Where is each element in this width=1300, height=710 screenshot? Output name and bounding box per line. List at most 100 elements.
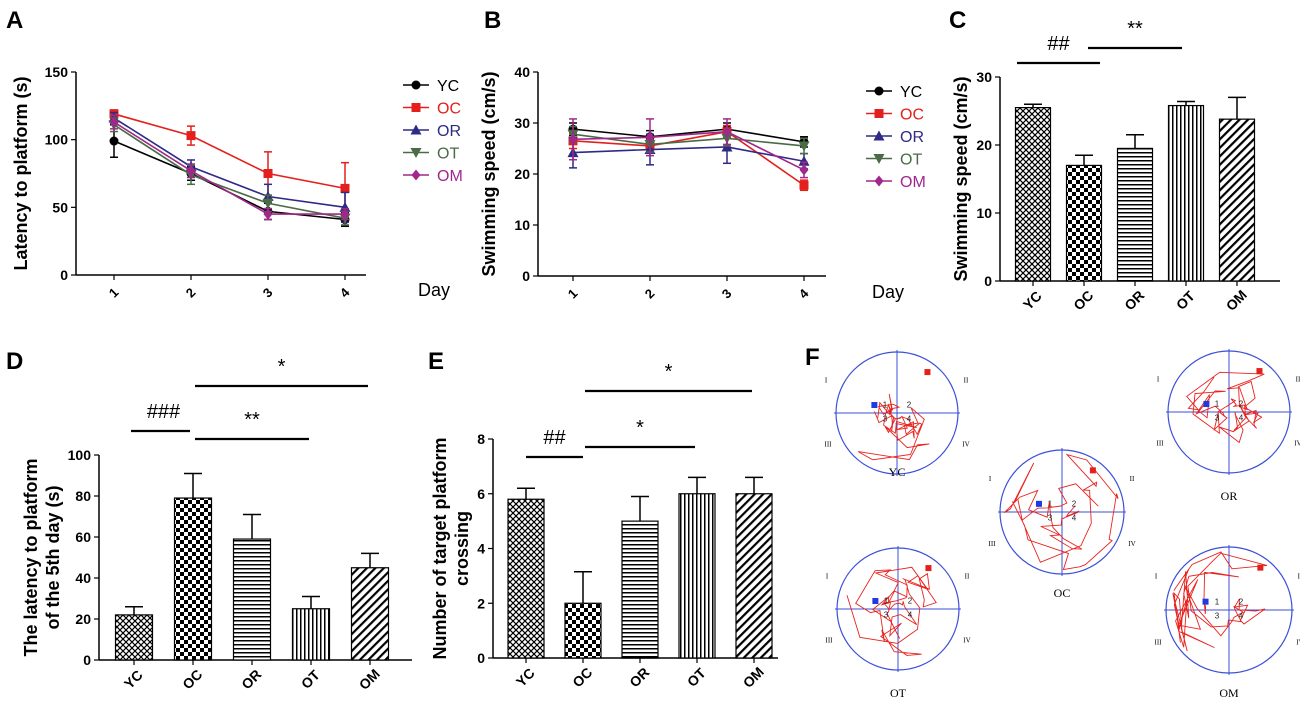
bar-om bbox=[735, 493, 773, 659]
swim-trajectory bbox=[1172, 551, 1268, 652]
x-tick-label-yc: YC bbox=[1020, 288, 1045, 313]
y-tick-label: 10 bbox=[976, 205, 992, 221]
bar-ot bbox=[678, 493, 716, 659]
data-point-om bbox=[568, 133, 578, 145]
y-axis-label: Swimming speed (cm/s) bbox=[951, 76, 971, 281]
y-tick-label: 0 bbox=[83, 652, 91, 668]
quadrant-label: II bbox=[1130, 475, 1135, 483]
platform-marker bbox=[925, 565, 932, 572]
y-tick-label: 6 bbox=[477, 486, 485, 502]
data-point-oc bbox=[263, 169, 273, 178]
series-line-om bbox=[572, 130, 805, 171]
y-axis-label: Number of target platform bbox=[430, 437, 450, 659]
y-tick-label: 150 bbox=[45, 64, 69, 80]
panel-letter-d: D bbox=[6, 348, 23, 375]
data-point-oc bbox=[799, 180, 809, 190]
x-tick-label-ot: OT bbox=[298, 666, 323, 691]
legend-marker bbox=[873, 154, 885, 164]
quadrant-label: II bbox=[1298, 573, 1300, 581]
significance-mark: ### bbox=[147, 401, 181, 423]
data-point-om bbox=[645, 131, 655, 143]
quadrant-label: I bbox=[989, 475, 992, 483]
panel-letter-a: A bbox=[6, 7, 23, 34]
significance-mark: * bbox=[278, 356, 286, 378]
quadrant-number: 3 bbox=[884, 610, 889, 619]
quadrant-number: 2 bbox=[1239, 597, 1244, 606]
swim-path-label-or: OR bbox=[1221, 489, 1238, 503]
x-tick-label-or: OR bbox=[1121, 287, 1147, 313]
legend-label-yc: YC bbox=[437, 78, 459, 95]
x-tick-label: 2 bbox=[183, 285, 199, 301]
y-tick-label: 0 bbox=[984, 273, 992, 289]
start-marker bbox=[871, 402, 878, 409]
bar-yc bbox=[507, 498, 545, 659]
bar-ot bbox=[291, 608, 331, 661]
y-tick-label: 20 bbox=[75, 611, 91, 627]
swim-trajectory bbox=[1186, 371, 1265, 444]
panel-letter-b: B bbox=[484, 7, 501, 34]
bar-yc bbox=[114, 614, 154, 661]
legend-label-ot: OT bbox=[437, 146, 459, 163]
data-point-om bbox=[722, 126, 732, 138]
bar-oc bbox=[1065, 164, 1103, 282]
legend-marker bbox=[874, 86, 884, 96]
quadrant-label: III bbox=[825, 441, 833, 449]
quadrant-label: IV bbox=[962, 441, 969, 449]
y-tick-label: 100 bbox=[68, 447, 92, 463]
data-point-om bbox=[799, 164, 809, 176]
x-tick-label-om: OM bbox=[356, 666, 383, 693]
swim-path-label-oc: OC bbox=[1054, 586, 1071, 600]
data-point-oc bbox=[340, 183, 350, 193]
y-tick-label: 30 bbox=[514, 115, 530, 131]
legend-marker bbox=[873, 130, 885, 141]
x-tick-label-yc: YC bbox=[513, 665, 538, 690]
y-axis-label: Swimming speed (cm/s) bbox=[479, 71, 499, 276]
legend-label-oc: OC bbox=[437, 101, 461, 118]
significance-mark: ## bbox=[1047, 33, 1070, 55]
legend-marker bbox=[410, 124, 422, 135]
quadrant-label: III bbox=[1157, 440, 1165, 448]
quadrant-label: II bbox=[964, 377, 969, 385]
significance-mark: * bbox=[636, 417, 644, 439]
series-line-yc bbox=[572, 128, 805, 143]
quadrant-label: I bbox=[826, 573, 829, 581]
quadrant-number: 1 bbox=[1215, 597, 1220, 606]
panel-a-latency-line-chart: 0 50 100 150 1 2 3 4 Day Latency to platform (s) Y… bbox=[11, 64, 463, 301]
y-axis-label: The latency to platform bbox=[21, 458, 41, 656]
bar-oc bbox=[173, 497, 213, 661]
x-tick-label-oc: OC bbox=[1070, 287, 1096, 313]
x-tick-label-or: OR bbox=[238, 666, 264, 692]
data-point-or bbox=[798, 155, 810, 166]
x-tick-label-yc: YC bbox=[121, 667, 146, 692]
data-point-om bbox=[263, 208, 273, 220]
significance-mark: ** bbox=[244, 409, 260, 431]
quadrant-label: III bbox=[1155, 639, 1163, 647]
x-tick-label: 3 bbox=[719, 286, 735, 302]
platform-marker bbox=[1257, 564, 1264, 571]
bar-om bbox=[1218, 118, 1256, 282]
x-tick-label-ot: OT bbox=[1173, 287, 1198, 312]
significance-mark: * bbox=[665, 361, 673, 383]
quadrant-label: III bbox=[989, 540, 997, 548]
quadrant-number: 4 bbox=[1072, 513, 1077, 522]
y-axis-label: of the 5th day (s) bbox=[43, 485, 63, 629]
x-tick-label-or: OR bbox=[626, 664, 652, 690]
quadrant-number: 3 bbox=[1215, 611, 1220, 620]
legend-label-oc: OC bbox=[900, 107, 924, 124]
quadrant-number: 1 bbox=[884, 596, 889, 605]
legend-label-om: OM bbox=[900, 174, 926, 191]
bar-or bbox=[621, 520, 659, 659]
data-point-ot bbox=[798, 141, 810, 152]
y-tick-label: 2 bbox=[477, 595, 485, 611]
panel-c-speed-bar-chart: 0 10 20 30 YC OC OR OT OM Swimming speed (cm/s) ##… bbox=[951, 18, 1280, 314]
quadrant-number: 4 bbox=[908, 610, 913, 619]
x-tick-label-om: OM bbox=[740, 664, 767, 691]
x-tick-label: 1 bbox=[565, 286, 581, 302]
y-tick-label: 40 bbox=[75, 570, 91, 586]
y-tick-label: 20 bbox=[976, 137, 992, 153]
